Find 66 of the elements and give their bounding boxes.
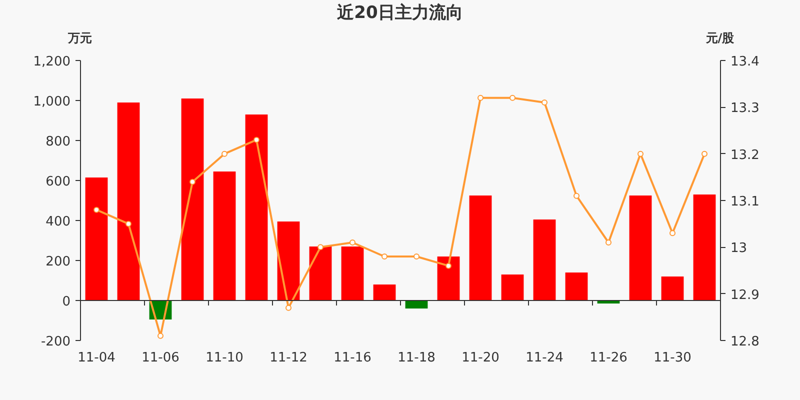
bar [309,246,332,300]
y-axis-title: 万元 [67,31,93,46]
point [446,262,452,269]
y-tick-label: 400 [46,214,71,230]
point [350,240,356,246]
point [318,244,324,250]
point [574,192,580,199]
y-tick-label: 800 [46,134,71,150]
x-tick-label: 11-18 [398,350,436,366]
y2-tick-label: 12.9 [730,288,760,303]
bar [661,276,684,300]
x-tick-label: 11-20 [462,350,500,366]
bar [469,196,492,300]
y2-tick-label: 13 [730,241,748,256]
bar [437,256,460,300]
bar [501,274,524,300]
x-tick-label: 11-26 [590,350,628,366]
x-tick-label: 11-16 [334,350,372,366]
bar [213,172,236,300]
bar [629,196,652,300]
y2-tick-label: 13.3 [730,101,760,116]
point [286,304,292,311]
bar [85,178,108,300]
point [606,240,612,246]
point [638,150,644,157]
y-tick-label: 600 [46,174,71,190]
bar [405,300,428,308]
y-tick-label: -200 [40,334,71,350]
bar [533,220,556,300]
y-tick-label: 1,000 [33,94,70,110]
point [94,206,100,213]
point [414,254,420,260]
point [222,150,228,157]
x-tick-label: 11-06 [142,350,180,366]
bar [117,102,140,300]
point [254,136,260,143]
y2-tick-label: 13.4 [730,54,760,70]
x-tick-label: 11-10 [206,350,244,366]
bar [277,222,300,300]
y-tick-label: 1,200 [33,54,70,70]
bar [181,98,204,300]
point [190,178,196,185]
x-tick-label: 11-12 [270,350,308,366]
bar [245,114,268,300]
point [510,94,516,101]
bar [565,272,588,300]
point [670,230,676,236]
bar [373,284,396,300]
point [702,150,708,157]
bar [341,246,364,300]
point [126,220,132,227]
y2-tick-label: 13.2 [730,148,760,163]
x-tick-label: 11-30 [654,350,692,366]
x-tick-label: 11-04 [78,350,116,366]
chart-title: 近20日主力流向 [336,3,464,24]
x-tick-label: 11-24 [526,350,564,366]
point [158,332,164,339]
y2-tick-label: 13.1 [730,194,760,210]
point [478,94,484,101]
point [542,100,548,106]
bar [693,194,716,300]
y2-tick-label: 12.8 [730,334,760,350]
point [382,254,388,260]
y-tick-label: 0 [62,294,71,310]
y2-axis-title: 元/股 [704,31,736,46]
y-tick-label: 200 [46,254,71,270]
